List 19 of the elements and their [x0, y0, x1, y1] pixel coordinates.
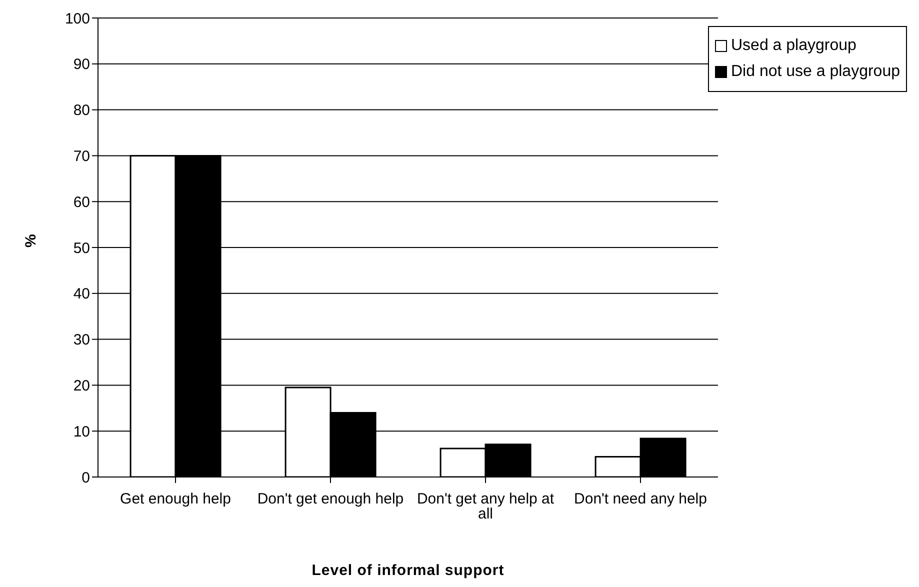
- y-tick-label: 90: [73, 56, 90, 74]
- y-tick-label: 80: [73, 102, 90, 120]
- x-tick-label: Don't need any help: [574, 490, 707, 508]
- x-tick-label: Don't get any help at all: [416, 490, 555, 523]
- legend-label: Used a playgroup: [730, 36, 858, 56]
- y-tick-label: 100: [64, 10, 90, 28]
- legend-label: Did not use a playgroup: [730, 62, 900, 82]
- y-tick-label: 40: [73, 286, 90, 303]
- y-tick-label: 0: [82, 469, 90, 486]
- y-tick-label: 20: [73, 378, 90, 395]
- y-axis-title: %: [22, 234, 40, 248]
- x-tick-label: Get enough help: [120, 490, 231, 508]
- y-tick-label: 30: [73, 332, 90, 349]
- x-axis-title: Level of informal support: [312, 562, 504, 579]
- x-tick-label: Don't get enough help: [257, 490, 404, 508]
- y-tick-label: 10: [73, 423, 90, 440]
- y-tick-label: 60: [73, 194, 90, 211]
- y-tick-label: 70: [73, 148, 90, 166]
- y-tick-label: 50: [73, 240, 90, 257]
